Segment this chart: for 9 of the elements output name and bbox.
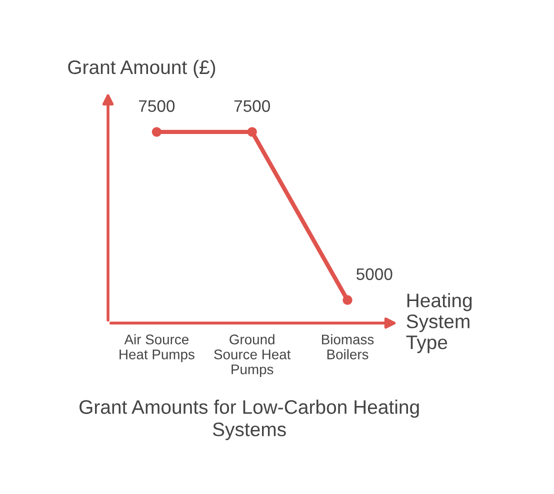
text: Grant Amounts for Low-Carbon Heating Systems — [80, 400, 419, 440]
x-tick-label: Ground Source Heat Pumps — [214, 334, 291, 378]
x-tick-label: Air Source Heat Pumps — [120, 334, 194, 362]
y-axis-title: Grant Amount (£) — [68, 60, 216, 78]
x-tick-label: Biomass Boilers — [322, 334, 374, 360]
data-label: 7500 — [139, 100, 175, 112]
data-label: 7500 — [234, 100, 270, 112]
data-label: 5000 — [356, 268, 392, 280]
x-axis-title: Heating System Type — [406, 293, 472, 354]
